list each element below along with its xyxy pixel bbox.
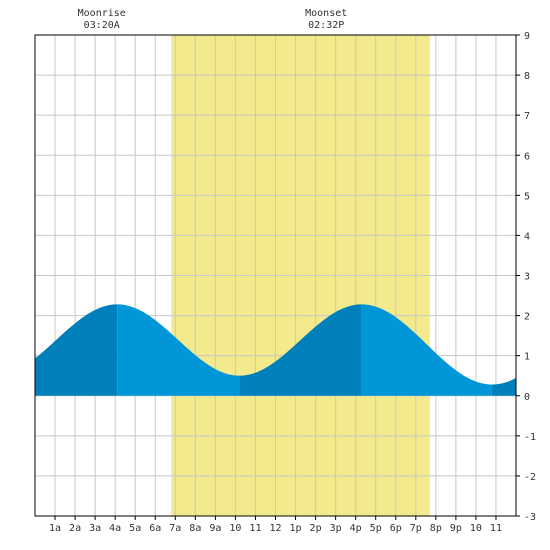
tide-area-rising (491, 377, 516, 396)
x-tick-label: 6a (149, 523, 161, 534)
x-tick-label: 11 (249, 523, 261, 534)
annotation-time: 03:20A (84, 20, 120, 31)
tide-area-falling (117, 304, 240, 396)
annotation-label: Moonrise (78, 8, 126, 19)
x-tick-label: 5p (370, 523, 382, 534)
x-tick-label: 8a (189, 523, 201, 534)
y-tick-label: 5 (524, 191, 530, 202)
annotation-label: Moonset (305, 8, 347, 19)
y-tick-label: -3 (524, 512, 536, 523)
x-tick-label: 3a (89, 523, 101, 534)
x-tick-label: 4a (109, 523, 121, 534)
x-tick-label: 9p (450, 523, 462, 534)
y-tick-label: 7 (524, 111, 530, 122)
y-tick-label: 2 (524, 312, 530, 323)
y-tick-label: 0 (524, 392, 530, 403)
y-tick-label: 4 (524, 231, 530, 242)
x-tick-label: 11 (490, 523, 502, 534)
x-tick-label: 12 (269, 523, 281, 534)
y-tick-label: 8 (524, 71, 530, 82)
tide-area-rising (35, 304, 118, 396)
x-tick-label: 3p (330, 523, 342, 534)
x-tick-label: 4p (350, 523, 362, 534)
x-tick-label: 10 (229, 523, 241, 534)
x-tick-label: 2a (69, 523, 81, 534)
y-tick-label: 3 (524, 272, 530, 283)
annotation-time: 02:32P (308, 20, 344, 31)
tide-area-falling (361, 304, 492, 396)
y-tick-label: 9 (524, 31, 530, 42)
y-tick-label: -2 (524, 472, 536, 483)
x-tick-label: 7p (410, 523, 422, 534)
tide-area-rising (239, 304, 362, 396)
y-tick-label: 1 (524, 352, 530, 363)
y-tick-label: 6 (524, 151, 530, 162)
x-tick-label: 10 (470, 523, 482, 534)
x-tick-label: 2p (310, 523, 322, 534)
x-tick-label: 6p (390, 523, 402, 534)
x-tick-label: 5a (129, 523, 141, 534)
x-tick-label: 1a (49, 523, 61, 534)
x-tick-label: 1p (290, 523, 302, 534)
x-tick-label: 9a (209, 523, 221, 534)
x-tick-label: 7a (169, 523, 181, 534)
x-tick-label: 8p (430, 523, 442, 534)
y-tick-label: -1 (524, 432, 536, 443)
